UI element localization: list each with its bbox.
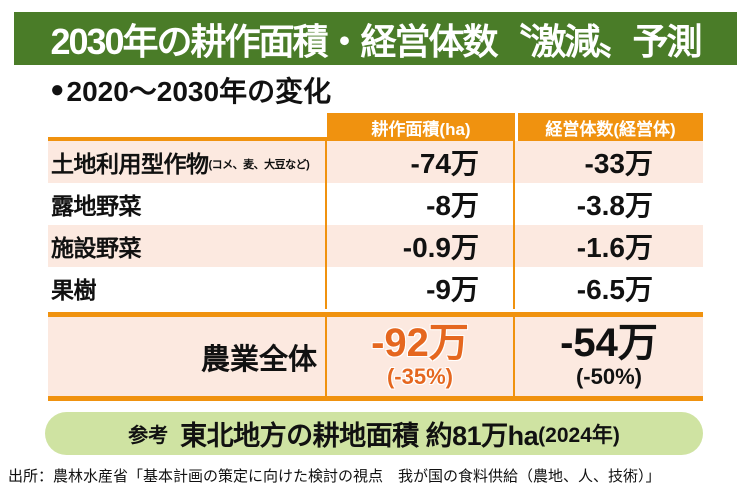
- page-title: 2030年の耕作面積・経営体数〝激減〟予測: [50, 20, 702, 62]
- entities-value: -1.6万: [576, 232, 653, 263]
- table-row: 果樹 -9万 -6.5万: [48, 267, 703, 309]
- entities-value: -3.8万: [576, 190, 653, 221]
- area-value: -9万: [327, 267, 515, 309]
- table-row: 施設野菜 -0.9万 -1.6万: [48, 225, 703, 267]
- title-banner: 2030年の耕作面積・経営体数〝激減〟予測: [14, 12, 737, 65]
- row-label: 土地利用型作物: [51, 151, 209, 177]
- thick-divider-top: [48, 312, 703, 317]
- total-area-percent: (-35%): [386, 364, 453, 390]
- table-header-row: 耕作面積(ha) 経営体数(経営体): [48, 113, 703, 141]
- subtitle-text: 2020〜2030年の変化: [66, 76, 332, 107]
- header-area: 耕作面積(ha): [327, 113, 515, 141]
- total-area-value: -92万: [371, 321, 469, 366]
- reference-tag: 参考: [128, 425, 169, 447]
- area-value: -0.9万: [327, 225, 515, 267]
- total-area-cell: -92万 (-35%): [327, 317, 515, 396]
- row-label-note: (コメ、麦、大豆など): [208, 159, 310, 171]
- bullet-icon: ●: [50, 76, 65, 103]
- source-citation: 出所：農林水産省「基本計画の策定に向けた検討の視点 我が国の食料供給（農地、人、…: [8, 468, 661, 485]
- header-entities: 経営体数(経営体): [518, 113, 703, 141]
- table-row: 土地利用型作物 (コメ、麦、大豆など) -74万 -33万: [48, 141, 703, 183]
- reference-text: 東北地方の耕地面積 約81万ha: [180, 421, 539, 451]
- area-value: -8万: [327, 183, 515, 225]
- thick-divider-bottom: [48, 396, 703, 401]
- divider-gap: [48, 309, 703, 312]
- total-entities-value: -54万: [560, 321, 658, 366]
- entities-value: -33万: [584, 148, 653, 179]
- data-table: 耕作面積(ha) 経営体数(経営体) 土地利用型作物 (コメ、麦、大豆など) -…: [48, 113, 703, 401]
- total-entities-percent: (-50%): [575, 364, 642, 390]
- row-label: 露地野菜: [51, 193, 142, 219]
- row-label: 果樹: [51, 277, 97, 303]
- table-row: 露地野菜 -8万 -3.8万: [48, 183, 703, 225]
- total-label: 農業全体: [48, 317, 327, 396]
- area-value: -74万: [327, 141, 515, 183]
- subtitle: ● 2020〜2030年の変化: [50, 70, 331, 110]
- header-spacer: [48, 113, 327, 141]
- entities-value: -6.5万: [576, 274, 653, 305]
- reference-year: (2024年): [538, 423, 620, 447]
- total-entities-cell: -54万 (-50%): [515, 317, 703, 396]
- reference-pill: 参考 東北地方の耕地面積 約81万ha (2024年): [45, 412, 703, 455]
- total-row: 農業全体 -92万 (-35%) -54万 (-50%): [48, 317, 703, 396]
- row-label: 施設野菜: [51, 235, 142, 261]
